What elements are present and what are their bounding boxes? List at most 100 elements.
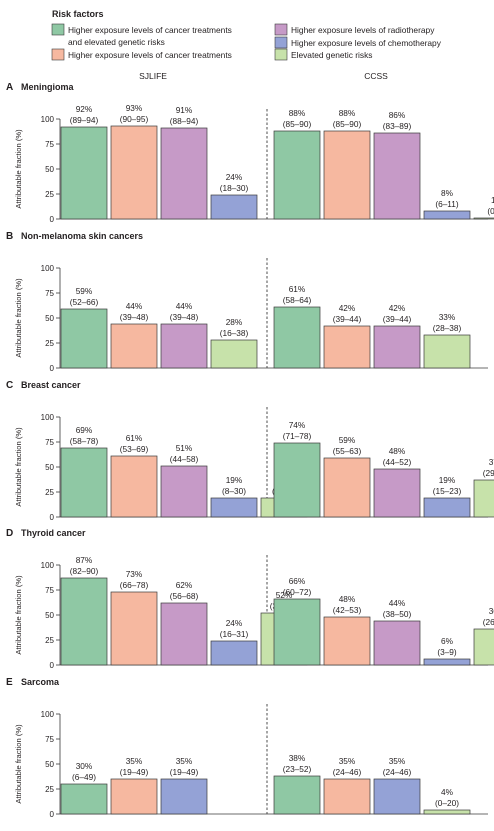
bar-value-label: 28% (226, 317, 243, 327)
panel-title-D: Thyroid cancer (21, 528, 86, 538)
bar-combined (60, 126, 108, 220)
y-tick-label: 0 (50, 810, 55, 819)
bar-ci-label: (39–44) (333, 314, 362, 324)
bar-genetic (473, 628, 494, 666)
panel-letter-A: A (6, 82, 13, 93)
bar-ci-label: (89–94) (70, 115, 99, 125)
legend-item-treat: Higher exposure levels of cancer treatme… (51, 48, 232, 61)
bar-group-sjlife: 92%(89–94) 93%(90–95) 91%(88–94) 24%(18–30) (60, 103, 258, 220)
bar-group-sjlife: 30%(6–49)35%(19–49)35%(19–49) (60, 756, 208, 815)
bar-ci-label: (71–78) (283, 431, 312, 441)
panel-letter-E: E (6, 677, 13, 688)
bar-value-label: 19% (226, 475, 243, 485)
bar-ci-label: (24–46) (333, 767, 362, 777)
bar-value-label: 19% (439, 475, 456, 485)
bar-ci-label: (26–45) (483, 617, 494, 627)
bar-treat (110, 455, 158, 518)
bar-combined (60, 783, 108, 815)
legend-box (43, 4, 487, 62)
cohort-header-sjlife: SJLIFE (139, 71, 167, 81)
bar-combined (60, 447, 108, 518)
legend-label-genetic: Elevated genetic risks (291, 50, 372, 60)
bar-treat (110, 591, 158, 666)
y-tick-label: 100 (41, 561, 55, 570)
legend-swatch-radio (274, 23, 288, 36)
bar-value-label: 35% (126, 756, 143, 766)
legend-swatch-treat (51, 48, 65, 61)
bar-ci-label: (85–90) (283, 119, 312, 129)
panel-E: E Sarcoma 0 25 50 75 100 Attributable fraction … (6, 677, 488, 819)
bar-ci-label: (0–7) (487, 206, 494, 216)
bar-ci-label: (83–89) (383, 121, 412, 131)
bar-ci-label: (19–49) (170, 767, 199, 777)
bar-value-label: 88% (339, 108, 356, 118)
bar-combined (60, 577, 108, 666)
panel-title-E: Sarcoma (21, 677, 60, 687)
bar-value-label: 66% (289, 576, 306, 586)
y-tick-label: 75 (45, 438, 54, 447)
bar-value-label: 44% (126, 301, 143, 311)
bar-ci-label: (58–64) (283, 295, 312, 305)
bar-treat (323, 457, 371, 518)
legend-label-radio: Higher exposure levels of radiotherapy (291, 25, 435, 35)
bar-ci-label: (19–49) (120, 767, 149, 777)
bar-ci-label: (58–78) (70, 436, 99, 446)
bar-combined (273, 442, 321, 518)
bar-group-ccss: 61%(58–64)42%(39–44)42%(39–44) 33%(28–38) (273, 284, 471, 369)
bar-value-label: 24% (226, 172, 243, 182)
bar-combined (273, 775, 321, 815)
bar-ci-label: (28–38) (433, 323, 462, 333)
legend-label-combined-line1: Higher exposure levels of cancer treatme… (68, 25, 232, 35)
bar-value-label: 1% (491, 195, 494, 205)
bar-ci-label: (60–72) (283, 587, 312, 597)
bar-ci-label: (8–30) (222, 486, 246, 496)
cohort-header-ccss: CCSS (364, 71, 388, 81)
bar-ci-label: (18–30) (220, 183, 249, 193)
bar-value-label: 30% (76, 761, 93, 771)
bar-ci-label: (85–90) (333, 119, 362, 129)
y-tick-label: 100 (41, 264, 55, 273)
panel-D: D Thyroid cancer 0 25 50 75 100 Attributable fr… (6, 528, 494, 670)
bar-value-label: 42% (339, 303, 356, 313)
bar-ci-label: (24–46) (383, 767, 412, 777)
bar-radio (160, 323, 208, 369)
bar-combined (273, 130, 321, 220)
y-tick-label: 25 (45, 636, 54, 645)
y-tick-label: 0 (50, 215, 55, 224)
bar-value-label: 88% (289, 108, 306, 118)
bar-ci-label: (0–20) (435, 798, 459, 808)
bar-chemo (423, 210, 471, 220)
bar-ci-label: (39–48) (170, 312, 199, 322)
bar-group-sjlife: 87%(82–90) 73%(66–78) 62%(56–68) 24%(16–31)… (60, 555, 308, 666)
bar-treat (110, 125, 158, 220)
bar-radio (160, 127, 208, 220)
bar-value-label: 4% (441, 787, 454, 797)
bar-combined (273, 306, 321, 369)
bar-ci-label: (55–63) (333, 446, 362, 456)
bar-group-ccss: 66%(60–72) 48%(42–53) 44%(38–50) 6%(3–9) 36%… (273, 576, 494, 666)
bar-ci-label: (39–44) (383, 314, 412, 324)
bar-value-label: 86% (389, 110, 406, 120)
bar-ci-label: (53–69) (120, 444, 149, 454)
y-tick-label: 75 (45, 140, 54, 149)
bar-radio (373, 132, 421, 220)
bar-value-label: 61% (126, 433, 143, 443)
bar-value-label: 48% (339, 594, 356, 604)
bar-value-label: 93% (126, 103, 143, 113)
bar-value-label: 35% (389, 756, 406, 766)
y-tick-label: 25 (45, 190, 54, 199)
bar-combined (273, 598, 321, 666)
bar-ci-label: (42–53) (333, 605, 362, 615)
legend: Risk factors Higher exposure levels of ca… (43, 4, 487, 62)
bar-radio (373, 620, 421, 666)
legend-item-genetic: Elevated genetic risks (274, 48, 372, 61)
bar-ci-label: (39–48) (120, 312, 149, 322)
bar-value-label: 73% (126, 569, 143, 579)
bar-value-label: 61% (289, 284, 306, 294)
legend-item-combined: Higher exposure levels of cancer treatme… (51, 23, 232, 47)
bar-value-label: 51% (176, 443, 193, 453)
bar-group-ccss: 74%(71–78) 59%(55–63) 48%(44–52) 19%(15–23)… (273, 420, 494, 518)
bar-ci-label: (3–9) (437, 647, 457, 657)
